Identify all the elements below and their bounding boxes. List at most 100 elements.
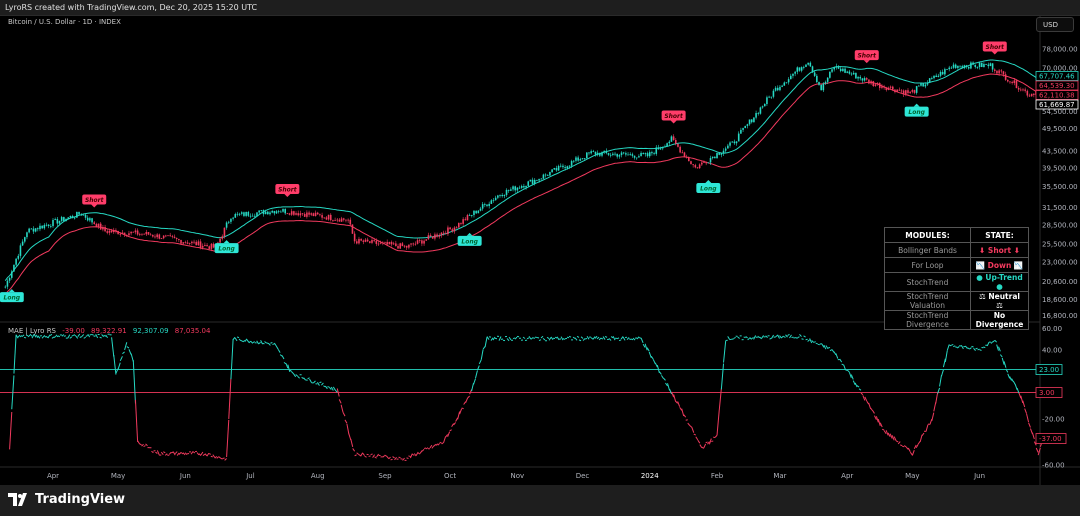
signal-badge: [214, 243, 239, 254]
osc-line-segment: [256, 340, 260, 345]
candle-body: [412, 243, 415, 245]
price-tick-label: 35,500.00: [1042, 183, 1078, 191]
osc-line-segment: [398, 456, 401, 459]
signal-pointer: [466, 232, 473, 236]
tradingview-logo[interactable]: TradingView: [8, 492, 125, 507]
osc-line-segment: [843, 364, 847, 371]
osc-line-segment: [860, 392, 864, 396]
osc-line-segment: [289, 369, 293, 372]
candle-body: [579, 159, 582, 161]
candle-body: [690, 161, 692, 165]
osc-line-segment: [73, 334, 77, 337]
signal-label: Short: [986, 44, 1006, 51]
candle-body: [369, 241, 371, 243]
osc-line-segment: [891, 435, 895, 441]
candle-body: [731, 141, 734, 143]
candle-body: [23, 237, 26, 242]
price-tick-label: 70,000.00: [1042, 64, 1078, 72]
candle-body: [850, 73, 853, 75]
candle-body: [931, 78, 933, 79]
osc-line-segment: [53, 335, 57, 338]
candle-body: [937, 75, 940, 78]
candle-body: [705, 162, 707, 164]
candle-body: [531, 179, 534, 184]
candle-body: [863, 78, 866, 81]
osc-line-segment: [21, 334, 25, 338]
candle-body: [646, 153, 649, 157]
osc-line-segment: [526, 337, 530, 340]
candle-body: [520, 186, 523, 188]
candle-body: [30, 228, 33, 230]
module-state: ⚖ Neutral ⚖: [970, 291, 1029, 311]
osc-line-segment: [889, 433, 893, 439]
candle-body: [718, 152, 720, 155]
signal-pointer: [8, 289, 15, 293]
signal-label: Long: [461, 238, 478, 245]
candle-body: [809, 62, 812, 67]
candle-body: [618, 155, 621, 157]
candle-body: [659, 148, 662, 150]
osc-line-segment: [671, 391, 675, 398]
osc-line-segment: [413, 453, 417, 457]
candle-body: [965, 65, 968, 68]
osc-line-segment: [37, 335, 41, 339]
osc-line-segment: [1003, 361, 1007, 368]
osc-line-segment: [677, 401, 681, 407]
candle-body: [846, 71, 849, 73]
osc-line-segment: [439, 441, 442, 444]
candle-body: [388, 241, 391, 245]
candle-body: [733, 141, 736, 144]
candle-body: [165, 235, 167, 237]
candle-body: [822, 83, 825, 91]
candle-body: [386, 241, 388, 245]
candle-body: [494, 197, 497, 201]
candle-body: [924, 84, 927, 87]
price-tick-label: 43,500.00: [1042, 147, 1078, 155]
candle-body: [364, 239, 367, 242]
candle-body: [779, 86, 781, 91]
osc-line-segment: [101, 334, 105, 338]
candle-body: [525, 185, 527, 188]
osc-line-segment: [151, 450, 154, 454]
osc-line-segment: [900, 444, 903, 447]
candle-body: [295, 213, 297, 215]
candle-body: [141, 233, 143, 235]
osc-line-segment: [847, 369, 850, 373]
candle-body: [501, 195, 503, 197]
osc-line-segment: [334, 389, 338, 393]
osc-line-segment: [903, 445, 907, 448]
candle-body: [154, 236, 156, 238]
osc-line-segment: [198, 453, 202, 456]
candle-body: [73, 217, 76, 219]
modules-header: MODULES:: [884, 227, 971, 243]
candle-body: [1030, 93, 1033, 97]
osc-line-segment: [628, 338, 632, 340]
candle-body: [590, 151, 592, 154]
currency-button[interactable]: USD: [1036, 17, 1074, 32]
candle-body: [286, 213, 289, 215]
osc-line-segment: [604, 335, 608, 338]
candle-body: [946, 69, 948, 70]
candle-body: [507, 189, 510, 191]
candle-body: [644, 153, 647, 155]
osc-line-segment: [445, 434, 449, 438]
candle-body: [909, 91, 911, 93]
osc-line-segment: [119, 356, 123, 362]
candle-body: [499, 195, 501, 196]
osc-line-segment: [250, 340, 254, 344]
osc-line-segment: [406, 457, 409, 460]
osc-line-segment: [679, 406, 683, 411]
osc-line-segment: [693, 433, 697, 436]
candle-body: [790, 75, 792, 80]
candle-body: [707, 162, 710, 164]
candle-body: [523, 186, 525, 188]
osc-line-segment: [99, 336, 102, 339]
signal-badge: [661, 110, 686, 121]
signal-label: Long: [218, 246, 235, 253]
candle-body: [555, 168, 558, 171]
osc-tick-label: -20.00: [1042, 416, 1065, 424]
modules-table: MODULES: STATE: Bollinger Bands ⬇ Short ⬇ Fo…: [884, 227, 1029, 330]
candle-body: [32, 228, 35, 232]
osc-line-segment: [868, 402, 872, 409]
